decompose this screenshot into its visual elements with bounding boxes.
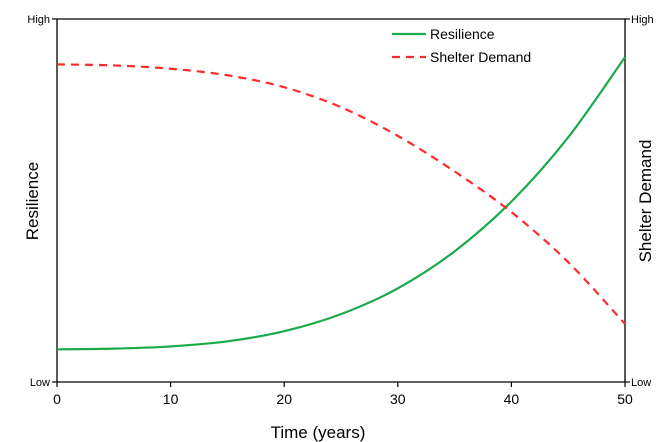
series-line-resilience (56, 56, 626, 351)
legend: Resilience Shelter Demand (392, 26, 531, 65)
x-tick-label: 0 (53, 391, 61, 407)
y-axis-left-label: Resilience (23, 162, 42, 240)
y-left-tick-label: High (27, 14, 50, 26)
series-line-shelter-demand (56, 63, 626, 325)
legend-label: Shelter Demand (430, 49, 531, 65)
x-axis-ticks: 0 10 20 30 40 50 (53, 382, 633, 407)
x-tick-label: 50 (617, 391, 633, 407)
y-right-tick-label: High (631, 14, 654, 26)
y-right-tick-label: Low (631, 377, 651, 389)
plot-area (56, 18, 626, 383)
x-axis-label: Time (years) (271, 423, 366, 442)
x-tick-label: 40 (504, 391, 520, 407)
series-layer (56, 56, 626, 351)
y-axis-end-ticks: Low Low High High (27, 14, 653, 389)
legend-label: Resilience (430, 26, 495, 42)
y-axis-right-label: Shelter Demand (636, 140, 655, 263)
x-tick-label: 20 (276, 391, 292, 407)
y-left-tick-label: Low (30, 377, 50, 389)
x-tick-label: 30 (390, 391, 406, 407)
x-tick-label: 10 (163, 391, 179, 407)
